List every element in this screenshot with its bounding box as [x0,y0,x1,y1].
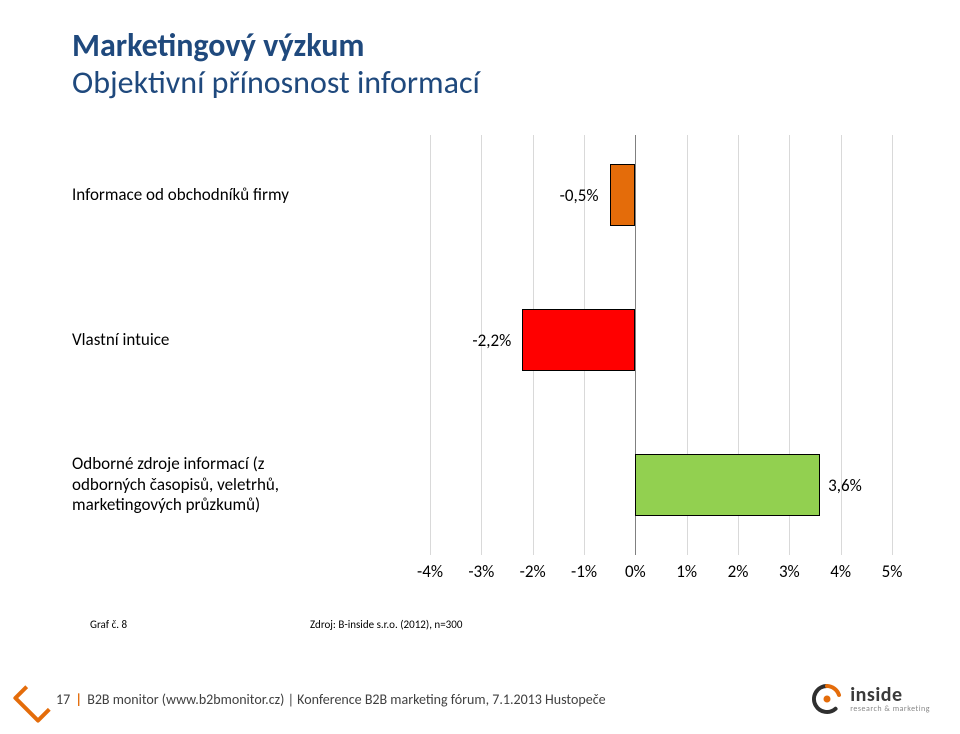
brand-text: inside research & marketing [850,685,930,713]
x-tick-label: -4% [417,561,443,582]
brand-mark-icon [810,682,844,716]
x-tick-label: 0% [625,561,646,582]
chart: -4%-3%-2%-1%0%1%2%3%4%5%-0,5%Informace o… [72,135,892,605]
x-tick-label: -3% [468,561,494,582]
x-tick-label: -2% [520,561,546,582]
x-tick-label: 4% [830,561,851,582]
slide: Marketingový výzkum Objektivní přínosnos… [0,0,960,734]
footer: 17 | B2B monitor (www.b2bmonitor.cz) | K… [0,680,960,734]
bar [635,454,820,516]
brand: inside research & marketing [810,682,930,716]
x-tick-label: 2% [728,561,749,582]
x-tick-label: 3% [779,561,800,582]
gridline [892,135,893,555]
plot-area: -4%-3%-2%-1%0%1%2%3%4%5%-0,5%Informace o… [72,135,892,575]
footer-text: 17 | B2B monitor (www.b2bmonitor.cz) | K… [56,691,606,708]
value-label: 3,6% [828,475,862,496]
title-main: Marketingový výzkum [72,28,480,65]
source-line: Zdroj: B-inside s.r.o. (2012), n=300 [310,618,462,631]
x-tick-label: 1% [676,561,697,582]
title-block: Marketingový výzkum Objektivní přínosnos… [72,28,480,102]
value-label: -0,5% [560,185,599,206]
x-tick-label: -1% [571,561,597,582]
bar [522,309,635,371]
footer-caption: B2B monitor (www.b2bmonitor.cz) | Konfer… [87,691,605,708]
category-label: Odborné zdroje informací (z odborných ča… [72,455,310,515]
category-label: Informace od obchodníků firmy [72,165,310,225]
footer-separator: | [75,691,82,708]
bar [610,164,636,226]
category-label: Vlastní intuice [72,310,310,370]
value-label: -2,2% [472,330,511,351]
title-sub: Objektivní přínosnost informací [72,65,480,102]
brand-tagline: research & marketing [850,705,930,713]
x-tick-label: 5% [882,561,903,582]
brand-name: inside [850,685,930,705]
graf-number: Graf č. 8 [90,618,127,631]
page-number: 17 [56,691,70,708]
gridline [430,135,431,555]
